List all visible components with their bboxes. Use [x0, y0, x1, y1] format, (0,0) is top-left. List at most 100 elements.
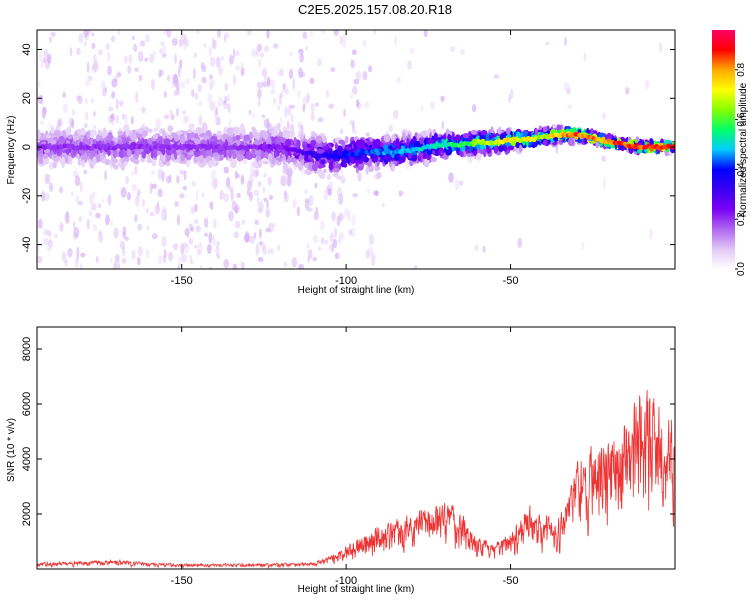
heatmap-cell [50, 140, 57, 144]
heatmap-noise-cell [212, 178, 218, 190]
heatmap-noise-cell [135, 91, 139, 104]
heatmap-cell [64, 154, 69, 164]
heatmap-cell [316, 148, 323, 155]
heatmap-noise-cell [458, 180, 464, 187]
heatmap-noise-cell [199, 115, 203, 126]
heatmap-noise-cell [161, 172, 165, 183]
heatmap-cell [216, 130, 223, 137]
heatmap-noise-cell [351, 129, 358, 134]
heatmap-noise-cell [257, 181, 262, 188]
heatmap-noise-cell [150, 170, 155, 175]
heatmap-noise-cell [194, 92, 199, 100]
heatmap-cell [254, 147, 262, 157]
heatmap-noise-cell [44, 173, 49, 185]
spectrogram-x-tick-label: -150 [171, 275, 193, 287]
heatmap-noise-cell [231, 200, 237, 212]
heatmap-noise-cell [151, 183, 157, 189]
heatmap-noise-cell [86, 61, 90, 73]
spectrogram-y-tick-label: -40 [21, 237, 33, 253]
heatmap-cell [122, 136, 127, 145]
heatmap-noise-cell [46, 244, 52, 252]
heatmap-noise-cell [104, 87, 108, 93]
heatmap-cell [344, 136, 349, 144]
heatmap-cell [60, 156, 66, 166]
heatmap-cell [470, 129, 478, 135]
heatmap-noise-cell [334, 252, 340, 260]
heatmap-noise-cell [209, 78, 216, 88]
heatmap-cell [430, 156, 438, 163]
heatmap-noise-cell [248, 109, 252, 115]
heatmap-noise-cell [166, 30, 172, 38]
heatmap-noise-cell [52, 162, 57, 169]
heatmap-noise-cell [328, 103, 335, 109]
heatmap-cell [284, 129, 291, 140]
heatmap-noise-cell [145, 208, 149, 214]
heatmap-cell [208, 160, 213, 169]
heatmap-noise-cell [110, 35, 115, 43]
heatmap-cell [384, 154, 389, 161]
heatmap-noise-cell [43, 228, 49, 236]
heatmap-noise-cell [168, 174, 172, 183]
heatmap-noise-cell [283, 261, 288, 268]
heatmap-cell [423, 157, 430, 168]
heatmap-noise-cell [235, 50, 240, 57]
heatmap-noise-cell [247, 30, 252, 36]
heatmap-noise-cell [194, 203, 198, 213]
heatmap-cell [262, 130, 269, 140]
snr-frame [36, 326, 676, 570]
heatmap-noise-cell [261, 81, 268, 88]
heatmap-cell [122, 152, 128, 157]
heatmap-noise-cell [101, 198, 105, 204]
heatmap-noise-cell [83, 40, 87, 47]
heatmap-noise-cell [178, 256, 181, 267]
heatmap-cell [270, 137, 276, 142]
heatmap-noise-cell [265, 208, 271, 217]
heatmap-noise-cell [216, 241, 220, 246]
snr-x-tick-label: -150 [171, 575, 193, 587]
heatmap-noise-cell [291, 257, 298, 268]
heatmap-noise-cell [170, 113, 175, 121]
heatmap-noise-cell [286, 120, 290, 131]
heatmap-noise-cell [277, 70, 284, 77]
heatmap-noise-cell [203, 217, 209, 229]
heatmap-noise-cell [50, 31, 56, 37]
heatmap-noise-cell [111, 78, 118, 88]
heatmap-noise-cell [97, 49, 104, 56]
heatmap-noise-cell [164, 209, 168, 221]
heatmap-noise-cell [361, 40, 367, 48]
heatmap-noise-cell [267, 222, 274, 233]
heatmap-cell [52, 154, 57, 159]
heatmap-cell [285, 138, 291, 147]
heatmap-cell [90, 150, 96, 156]
heatmap-noise-cell [175, 107, 180, 117]
heatmap-noise-cell [141, 106, 146, 114]
heatmap-noise-cell [87, 75, 93, 82]
heatmap-noise-cell [176, 214, 181, 226]
heatmap-noise-cell [240, 174, 245, 185]
heatmap-noise-cell [158, 254, 163, 265]
heatmap-noise-cell [357, 172, 362, 182]
spectrogram-y-tick-label: 40 [21, 43, 33, 55]
heatmap-cell [92, 157, 97, 165]
heatmap-noise-cell [43, 192, 50, 201]
heatmap-cell [491, 133, 497, 138]
heatmap-noise-cell [517, 237, 523, 248]
heatmap-noise-cell [64, 212, 70, 225]
heatmap-noise-cell [227, 93, 231, 102]
heatmap-noise-cell [263, 45, 270, 53]
heatmap-noise-cell [182, 36, 187, 46]
heatmap-cell [180, 154, 185, 162]
heatmap-noise-cell [420, 105, 424, 112]
heatmap-noise-cell [98, 232, 103, 243]
heatmap-noise-cell [658, 42, 663, 53]
heatmap-noise-cell [290, 114, 294, 123]
heatmap-noise-cell [195, 30, 200, 35]
heatmap-cell [170, 154, 176, 161]
heatmap-cell [440, 151, 444, 155]
heatmap-noise-cell [284, 192, 289, 203]
heatmap-noise-cell [70, 191, 74, 196]
spectrogram-y-tick-label: 20 [21, 92, 33, 104]
spectrogram-frame [36, 29, 676, 270]
heatmap-cell [468, 136, 473, 142]
heatmap-cell [230, 159, 237, 169]
